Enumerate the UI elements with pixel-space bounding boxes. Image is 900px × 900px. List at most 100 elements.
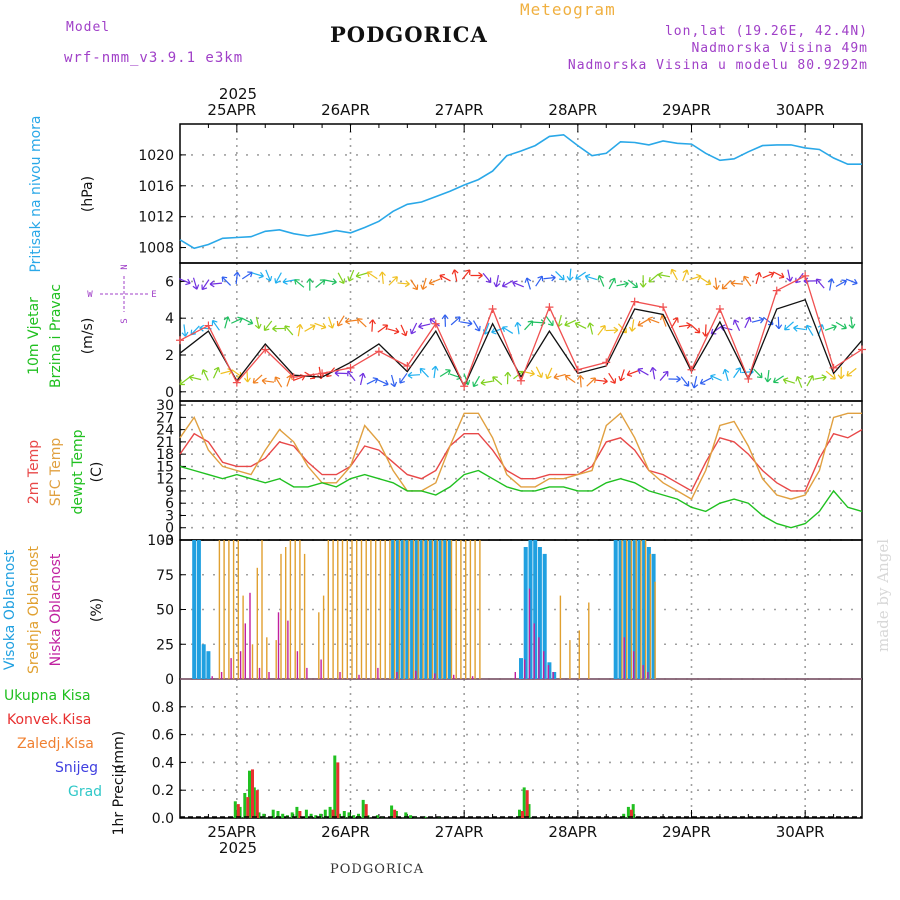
wind-arrow-head: [409, 328, 417, 335]
cloud-bar-niska: [642, 665, 644, 679]
cloud-bar-visoka: [552, 672, 557, 679]
precip-bar-0: [518, 809, 521, 818]
wind-arrow: [639, 275, 647, 288]
wind-arrow-head: [821, 374, 827, 382]
cloud-bar-srednja: [232, 540, 235, 679]
precip-axis-title: 1hr Precip: [111, 765, 127, 836]
precip-bar-0: [314, 815, 318, 818]
wind-arrow-head: [356, 318, 363, 324]
wind-arrow: [347, 370, 356, 382]
wind-arrow-head: [345, 317, 351, 325]
wind-arrow-head: [696, 273, 702, 281]
wind-arrow-head: [201, 369, 208, 375]
wind-arrow-shaft: [482, 272, 492, 283]
gust-marker: [460, 382, 469, 391]
cloud-bar-srednja: [450, 540, 453, 679]
wind-arrow-shaft: [472, 375, 481, 387]
cloud-bar-visoka: [400, 540, 405, 679]
wind-arrow-shaft: [461, 269, 471, 280]
wind-arrow-head: [366, 271, 373, 277]
wind-arrow-head: [492, 376, 498, 382]
wind-arrow-head: [320, 322, 327, 330]
precip-bar-0: [527, 804, 531, 818]
wind-arrow-head: [699, 378, 706, 385]
wind-arrow-shaft: [357, 318, 367, 328]
wind-arrow: [670, 268, 678, 281]
cloud-bar-srednja: [299, 540, 301, 679]
wind-arrow: [824, 324, 837, 331]
wind-arrow-head: [827, 278, 835, 284]
wind-arrow: [512, 280, 524, 288]
wind-arrow: [514, 321, 522, 335]
cloud-bar-srednja: [318, 612, 320, 679]
wind-arrow-head: [221, 276, 228, 282]
wind-arrow-head: [590, 377, 597, 383]
wind-arrow: [504, 371, 512, 385]
y-tick-label: 0.0: [152, 811, 174, 827]
wind-arrow: [223, 316, 231, 329]
wind-arrow: [397, 280, 410, 288]
wind-arrow-head: [237, 316, 243, 324]
wind-arrow-head: [575, 273, 581, 280]
wind-arrow: [680, 376, 690, 387]
cloud-bar-visoka: [627, 540, 632, 679]
wind-arrow: [637, 367, 649, 376]
wind-arrow-shaft: [710, 375, 722, 382]
wind-arrow-head: [223, 316, 231, 322]
wind-arrow: [461, 269, 471, 280]
top-day-label: 28APR: [548, 101, 597, 119]
wind-arrow-head: [793, 324, 799, 332]
wind-arrow-shaft: [557, 314, 562, 327]
wind-arrow: [450, 316, 461, 326]
cloud-bar-srednja: [356, 540, 358, 679]
wind-arrow-shaft: [579, 375, 582, 388]
wind-arrow-head: [394, 327, 400, 335]
wind-arrow: [732, 319, 741, 331]
wind-arrow-shaft: [231, 317, 243, 324]
wind-arrow: [282, 278, 295, 285]
wind-arrow-shaft: [806, 375, 814, 387]
cloud-bar-srednja: [626, 540, 628, 679]
pressure-line: [179, 133, 862, 250]
wind-arrow-head: [694, 327, 701, 334]
wind-arrow: [587, 322, 594, 335]
wind-arrow-shaft: [178, 278, 191, 284]
wind-arrow: [336, 315, 345, 327]
y-tick-label: 1012: [138, 210, 174, 226]
wind-arrow-shaft: [422, 277, 427, 290]
wind-arrow-shaft: [743, 275, 752, 287]
wind-arrow: [682, 269, 690, 282]
wind-arrow-head: [553, 373, 559, 380]
wind-arrow-shaft: [484, 322, 490, 335]
wind-arrow-head: [628, 326, 636, 332]
cloud-bar-srednja: [275, 640, 277, 679]
wind-arrow: [690, 324, 701, 334]
wind-arrow-shaft: [772, 271, 785, 278]
top-year-label: 2025: [219, 85, 257, 103]
wind-arrow: [460, 319, 473, 327]
wind-arrow-head: [686, 322, 692, 329]
wind-arrow-shaft: [784, 321, 794, 331]
cloud-bar-niska: [543, 651, 545, 679]
wind-arrow-head: [764, 377, 772, 383]
wind-arrow-shaft: [608, 372, 616, 384]
wind-arrow: [472, 375, 481, 388]
wind-arrow-head: [480, 379, 486, 386]
cloud-bar-srednja: [375, 540, 377, 679]
wind-arrow-head: [359, 372, 366, 379]
wind-arrow-head: [382, 324, 389, 331]
wind-arrow: [482, 272, 492, 284]
wind-arrow-shaft: [265, 269, 271, 282]
wind-arrow: [795, 376, 803, 388]
precip-bar-1: [629, 809, 633, 818]
wind-arrow-shaft: [733, 319, 741, 331]
cloud-bar-niska: [268, 672, 270, 679]
cloud-bar-srednja: [460, 540, 462, 679]
gust-marker: [573, 365, 582, 374]
wind-arrow-head: [420, 284, 428, 290]
wind-arrow-head: [401, 330, 408, 337]
compass-e: E: [151, 290, 156, 300]
wind-arrow-shaft: [220, 370, 233, 375]
wind-arrow: [188, 374, 202, 382]
cloud-bar-visoka: [429, 540, 433, 679]
